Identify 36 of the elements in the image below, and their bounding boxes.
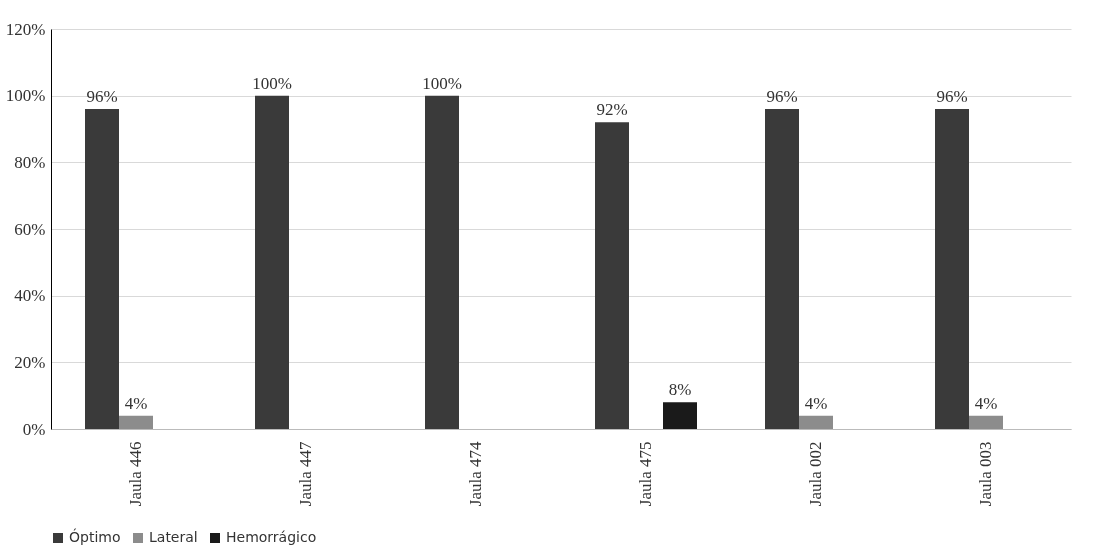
bar xyxy=(85,109,119,429)
x-tick-label: Jaula 475 xyxy=(636,441,655,507)
data-label: 4% xyxy=(804,393,828,413)
y-tick-label: 0% xyxy=(22,419,46,439)
data-label: 100% xyxy=(252,73,292,93)
y-tick-label: 80% xyxy=(14,152,46,172)
x-tick-label: Jaula 003 xyxy=(976,441,995,507)
y-tick-label: 20% xyxy=(14,352,46,372)
y-tick-label: 40% xyxy=(14,286,46,306)
bar xyxy=(799,415,833,429)
bar xyxy=(595,122,629,429)
bar xyxy=(969,415,1003,429)
bar xyxy=(119,415,153,429)
data-label: 96% xyxy=(936,87,968,106)
data-label: 96% xyxy=(766,87,798,106)
data-label: 4% xyxy=(124,393,148,413)
data-label: 100% xyxy=(422,73,462,93)
data-label: 96% xyxy=(86,87,118,106)
bar xyxy=(255,95,289,429)
legend-label: Lateral xyxy=(149,529,198,545)
legend-label: Hemorrágico xyxy=(226,529,317,545)
bar xyxy=(935,109,969,429)
legend-label: Óptimo xyxy=(69,528,121,545)
bar xyxy=(663,402,697,429)
x-tick-label: Jaula 446 xyxy=(126,441,145,507)
bar xyxy=(765,109,799,429)
x-tick-label: Jaula 447 xyxy=(296,441,315,507)
data-label: 92% xyxy=(596,100,628,120)
y-tick-label: 100% xyxy=(5,86,46,106)
x-tick-label: Jaula 474 xyxy=(466,441,485,507)
y-tick-label: 120% xyxy=(5,19,46,39)
data-label: 8% xyxy=(668,380,692,400)
y-tick-label: 60% xyxy=(14,219,46,239)
data-label: 4% xyxy=(974,393,998,413)
x-tick-label: Jaula 002 xyxy=(806,441,825,507)
bar xyxy=(425,95,459,429)
